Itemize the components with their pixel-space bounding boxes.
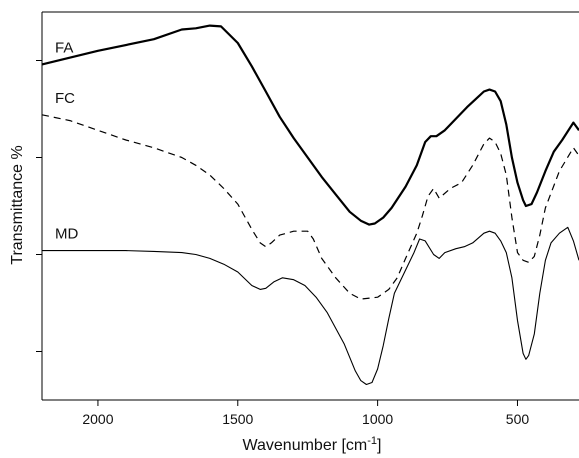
series-label-md: MD [55, 226, 78, 243]
x-tick-label: 1500 [222, 411, 253, 427]
series-line-md [42, 226, 579, 386]
x-tick-label: 1000 [362, 411, 393, 427]
axis-layer: 2000 1500 1000 500 [36, 11, 579, 427]
series-label-fc: FC [55, 90, 75, 107]
x-axis-title-main: Wavenumber [cm [242, 437, 367, 454]
series-label-fa: FA [55, 39, 73, 56]
x-axis-title-close: ] [377, 437, 381, 454]
x-tick-label: 2000 [82, 411, 113, 427]
x-tick-label: 500 [506, 411, 530, 427]
x-axis-title-superscript: -1 [367, 435, 377, 447]
series-line-fa [41, 24, 579, 226]
x-axis-title: Wavenumber [cm-1] [242, 435, 381, 454]
series-layer [41, 24, 579, 386]
y-axis-title: Transmittance % [9, 145, 26, 264]
series-line-fc [41, 114, 579, 300]
series-label-layer: FA FC MD [55, 39, 78, 242]
